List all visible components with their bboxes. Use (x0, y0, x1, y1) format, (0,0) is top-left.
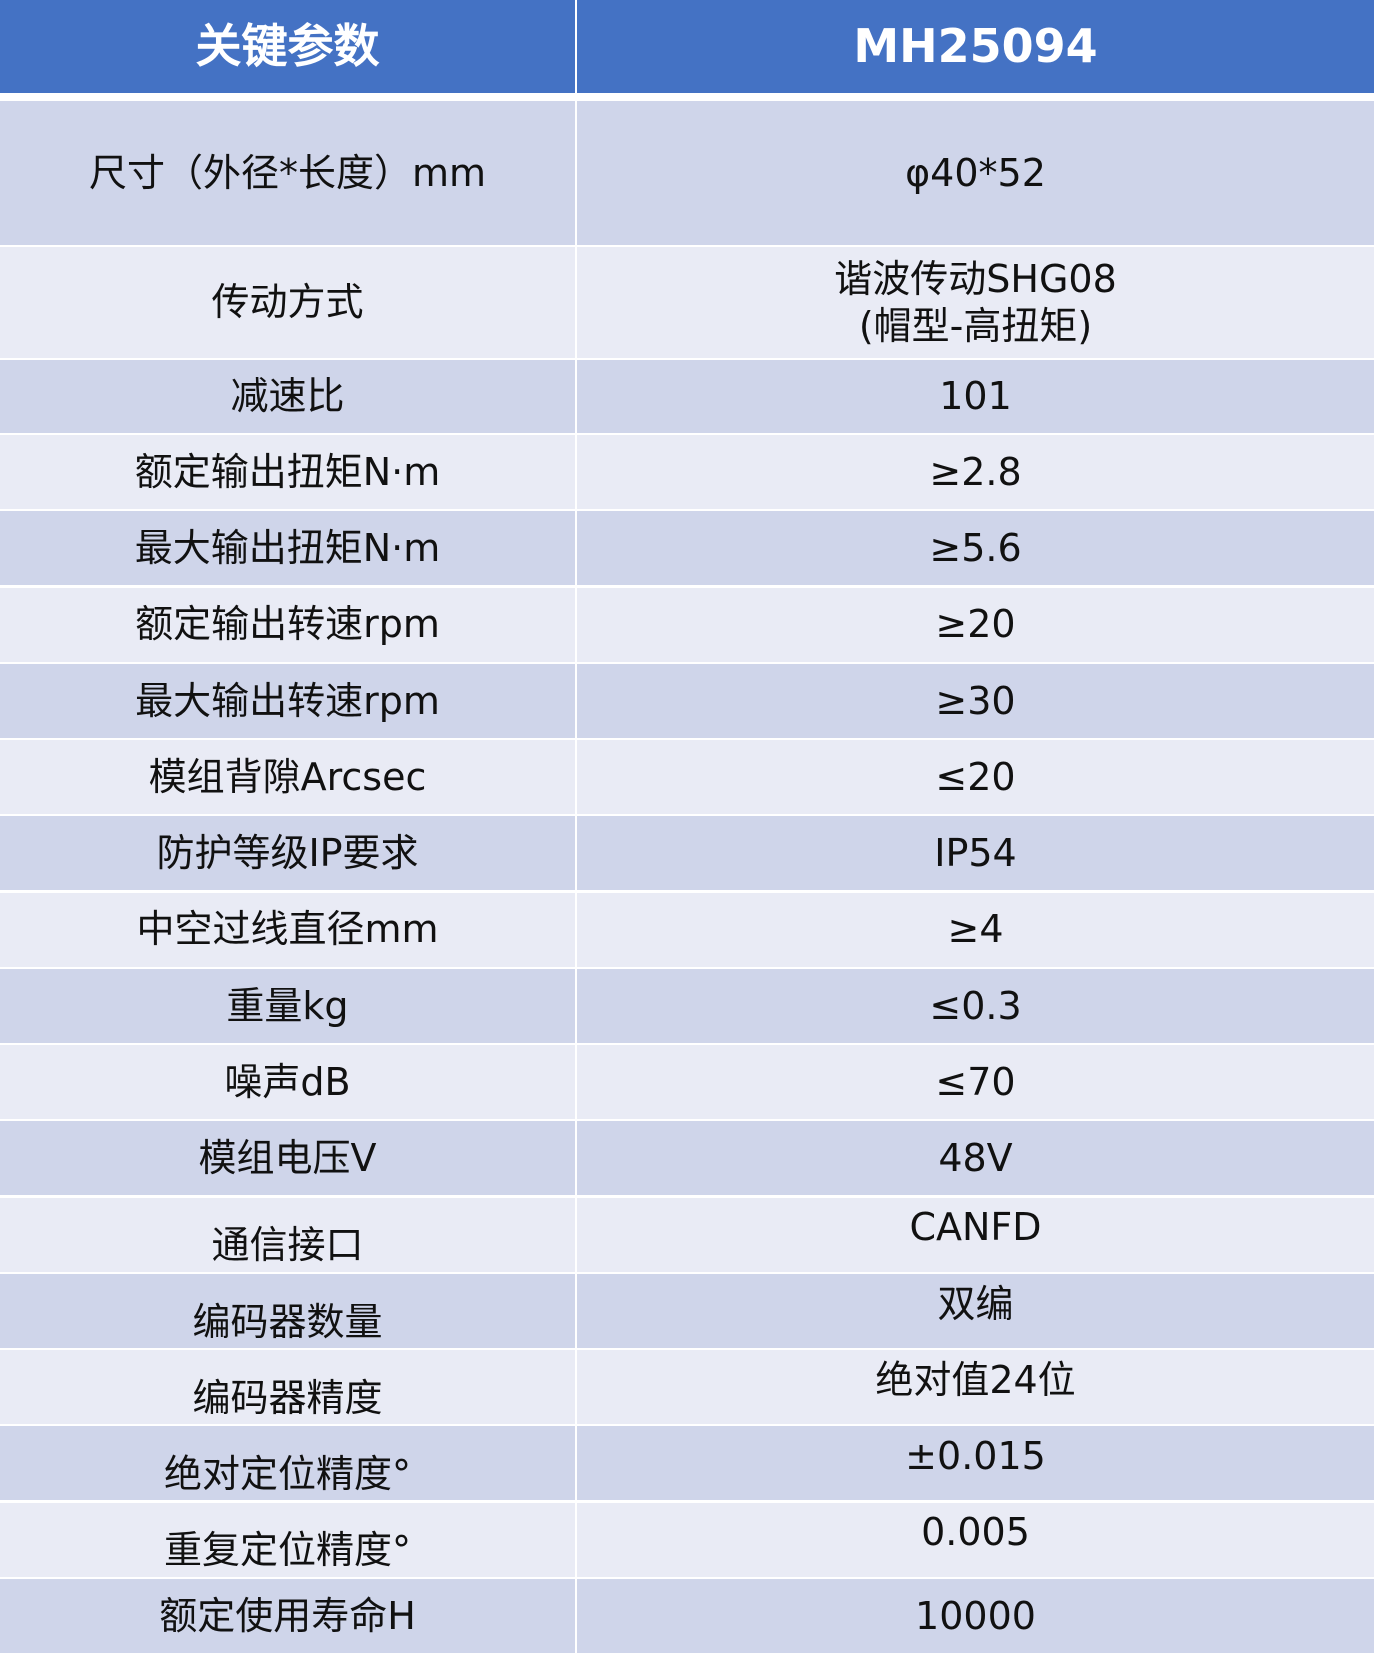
param-value: ≥2.8 (577, 435, 1374, 509)
table-row: 额定输出扭矩N·m ≥2.8 (0, 435, 1374, 509)
table-row: 编码器精度 绝对值24位 (0, 1350, 1374, 1424)
param-name: 模组电压V (0, 1121, 575, 1196)
param-value: ≥30 (577, 663, 1374, 738)
param-value: 双编 (577, 1273, 1374, 1348)
table-row: 编码器数量 双编 (0, 1273, 1374, 1348)
table-header: 关键参数 MH25094 (0, 0, 1374, 93)
table-row: 传动方式 谐波传动SHG08 (帽型-高扭矩) (0, 247, 1374, 358)
table-row: 绝对定位精度° ±0.015 (0, 1426, 1374, 1501)
param-value: ≤70 (577, 1045, 1374, 1119)
table-row: 噪声dB ≤70 (0, 1045, 1374, 1119)
table-row: 额定使用寿命H 10000 (0, 1578, 1374, 1653)
param-name: 额定输出转速rpm (0, 587, 575, 662)
param-value: 101 (577, 360, 1374, 433)
param-value: IP54 (577, 816, 1374, 891)
table-row: 通信接口 CANFD (0, 1197, 1374, 1272)
param-name: 额定使用寿命H (0, 1578, 575, 1653)
param-value: 0.005 (577, 1502, 1374, 1577)
param-value: CANFD (577, 1197, 1374, 1272)
table-row: 减速比 101 (0, 360, 1374, 433)
table-row: 模组背隙Arcsec ≤20 (0, 740, 1374, 814)
param-name: 减速比 (0, 360, 575, 433)
table-row: 重量kg ≤0.3 (0, 968, 1374, 1043)
param-name: 尺寸（外径*长度）mm (0, 101, 575, 245)
param-name: 重复定位精度° (0, 1502, 575, 1577)
param-value: ≥4 (577, 892, 1374, 967)
param-value: 48V (577, 1121, 1374, 1196)
param-value: 10000 (577, 1578, 1374, 1653)
param-name: 传动方式 (0, 247, 575, 358)
param-value: ≤0.3 (577, 968, 1374, 1043)
table-row: 尺寸（外径*长度）mm φ40*52 (0, 101, 1374, 245)
table-row: 中空过线直径mm ≥4 (0, 892, 1374, 967)
table-row: 最大输出扭矩N·m ≥5.6 (0, 511, 1374, 586)
header-param-label: 关键参数 (0, 0, 575, 93)
param-name: 模组背隙Arcsec (0, 740, 575, 814)
param-name: 额定输出扭矩N·m (0, 435, 575, 509)
param-value: 谐波传动SHG08 (帽型-高扭矩) (577, 247, 1374, 358)
param-name: 编码器精度 (0, 1350, 575, 1424)
param-name: 通信接口 (0, 1197, 575, 1272)
header-model: MH25094 (577, 0, 1374, 93)
param-name: 中空过线直径mm (0, 892, 575, 967)
param-name: 噪声dB (0, 1045, 575, 1119)
table-row: 模组电压V 48V (0, 1121, 1374, 1196)
param-value: ≤20 (577, 740, 1374, 814)
param-value: ≥20 (577, 587, 1374, 662)
param-name: 最大输出扭矩N·m (0, 511, 575, 586)
param-name: 防护等级IP要求 (0, 816, 575, 891)
param-name: 绝对定位精度° (0, 1426, 575, 1501)
param-value: ±0.015 (577, 1426, 1374, 1501)
table-row: 防护等级IP要求 IP54 (0, 816, 1374, 891)
param-name: 编码器数量 (0, 1273, 575, 1348)
param-name: 最大输出转速rpm (0, 663, 575, 738)
table-row: 最大输出转速rpm ≥30 (0, 663, 1374, 738)
param-value: 绝对值24位 (577, 1350, 1374, 1424)
param-value: ≥5.6 (577, 511, 1374, 586)
table-row: 重复定位精度° 0.005 (0, 1502, 1374, 1577)
param-name: 重量kg (0, 968, 575, 1043)
param-value: φ40*52 (577, 101, 1374, 245)
table-row: 额定输出转速rpm ≥20 (0, 587, 1374, 662)
